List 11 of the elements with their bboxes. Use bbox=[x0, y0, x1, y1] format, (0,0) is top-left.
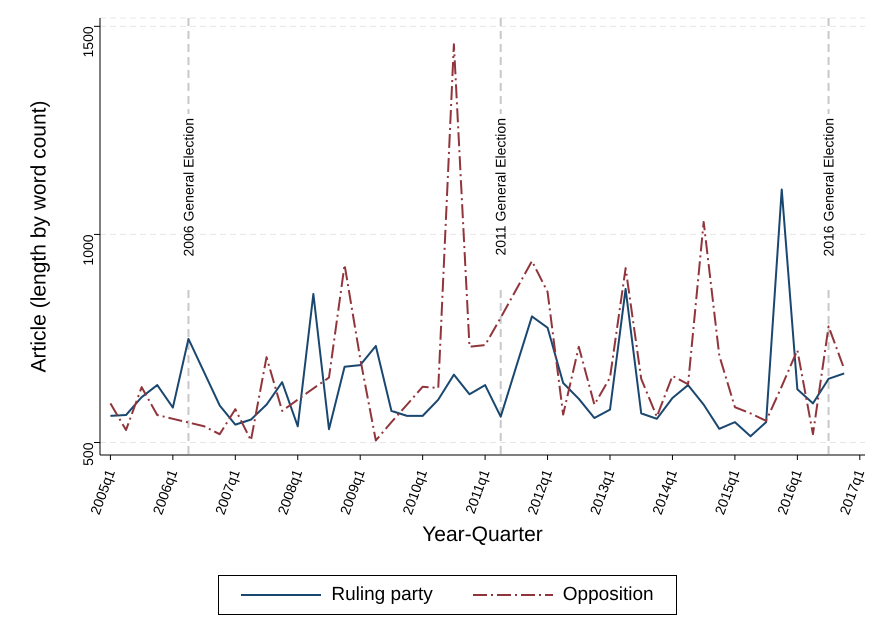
x-tick-label: 2011q1 bbox=[462, 467, 493, 516]
legend-label: Opposition bbox=[562, 584, 654, 606]
legend-label: Ruling party bbox=[331, 584, 433, 606]
y-tick-label: 500 bbox=[80, 442, 96, 466]
x-axis-title: Year-Quarter bbox=[422, 523, 543, 546]
y-tick-label: 1000 bbox=[80, 234, 96, 266]
ref-line-label: 2006 General Election bbox=[180, 118, 196, 257]
ref-line-label: 2016 General Election bbox=[820, 118, 837, 257]
y-axis-title: Article (length by word count) bbox=[27, 100, 50, 372]
y-tick-label: 1500 bbox=[80, 26, 96, 58]
ref-line-label: 2011 General Election bbox=[492, 118, 509, 256]
